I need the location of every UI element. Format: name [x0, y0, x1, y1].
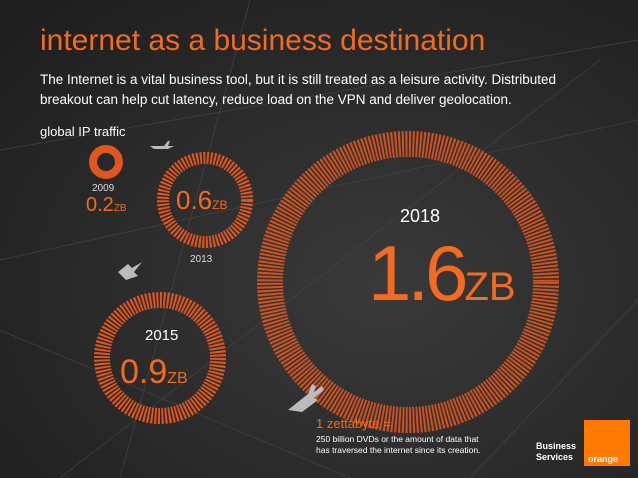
logo-square: [584, 420, 630, 466]
value-number: 0.2: [86, 194, 114, 216]
intro-line: breakout can help cut latency, reduce lo…: [40, 92, 512, 107]
value: 1.6ZB: [368, 229, 516, 317]
value-unit: ZB: [114, 203, 127, 214]
ring-2013: [157, 152, 253, 248]
value-unit: ZB: [212, 198, 227, 212]
ring-2015: [94, 292, 226, 424]
value-number: 0.6: [176, 185, 212, 215]
planes: [118, 141, 324, 412]
intro-line: The Internet is a vital business tool, b…: [40, 72, 556, 87]
logo-text: Services: [536, 452, 573, 462]
year: 2015: [145, 327, 178, 344]
value: 0.2ZB: [86, 194, 127, 216]
year: 2013: [190, 254, 213, 265]
traffic-rings: [89, 131, 559, 433]
value: 0.6ZB: [176, 185, 228, 215]
logo-brand: orange: [588, 454, 618, 464]
year: 2009: [92, 183, 115, 194]
subtitle: global IP traffic: [40, 124, 126, 139]
note-line: has traversed the internet since its cre…: [316, 445, 480, 455]
ring-2009: [89, 145, 123, 179]
value-unit: ZB: [464, 265, 515, 309]
value-number: 0.9: [120, 353, 167, 391]
title: internet as a business destination: [40, 24, 485, 57]
value: 0.9ZB: [120, 353, 188, 391]
year: 2018: [400, 206, 440, 226]
ring-2018: [257, 131, 559, 433]
note-title: 1 zettabyte =: [316, 416, 391, 431]
value-unit: ZB: [167, 370, 187, 387]
value-number: 1.6: [368, 229, 465, 317]
note-line: 250 billion DVDs or the amount of data t…: [316, 434, 479, 444]
logo-text: Business: [536, 441, 576, 451]
